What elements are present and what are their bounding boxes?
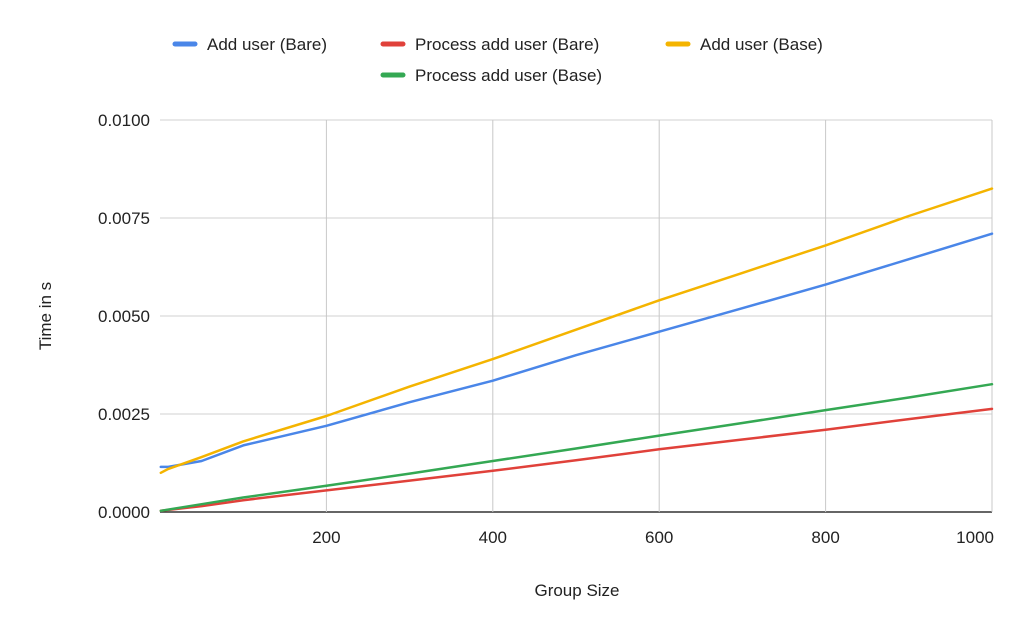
legend-label: Add user (Bare) [207, 35, 327, 54]
y-tick-label: 0.0000 [98, 503, 150, 522]
series-line-0 [159, 232, 994, 469]
x-tick-label: 800 [811, 528, 839, 547]
y-axis-ticks: 0.0000 0.0025 0.0050 0.0075 0.0100 [98, 111, 150, 522]
legend-label: Process add user (Base) [415, 66, 602, 85]
y-tick-label: 0.0025 [98, 405, 150, 424]
y-tick-label: 0.0075 [98, 209, 150, 228]
x-tick-label: 200 [312, 528, 340, 547]
x-tick-label: 600 [645, 528, 673, 547]
x-axis-title: Group Size [534, 581, 619, 600]
legend-label: Add user (Base) [700, 35, 823, 54]
series-lines [159, 187, 994, 513]
legend-label: Process add user (Bare) [415, 35, 599, 54]
x-tick-label: 1000 [956, 528, 994, 547]
y-axis-title: Time in s [36, 282, 55, 350]
gridlines [160, 119, 993, 513]
y-tick-label: 0.0100 [98, 111, 150, 130]
legend: Add user (Bare) Process add user (Bare) Ad… [172, 35, 823, 85]
x-axis-ticks: 200 400 600 800 1000 [312, 528, 994, 547]
series-line-1 [159, 407, 994, 513]
x-tick-label: 400 [479, 528, 507, 547]
series-line-3 [159, 382, 994, 513]
series-line-2 [159, 187, 994, 475]
y-tick-label: 0.0050 [98, 307, 150, 326]
